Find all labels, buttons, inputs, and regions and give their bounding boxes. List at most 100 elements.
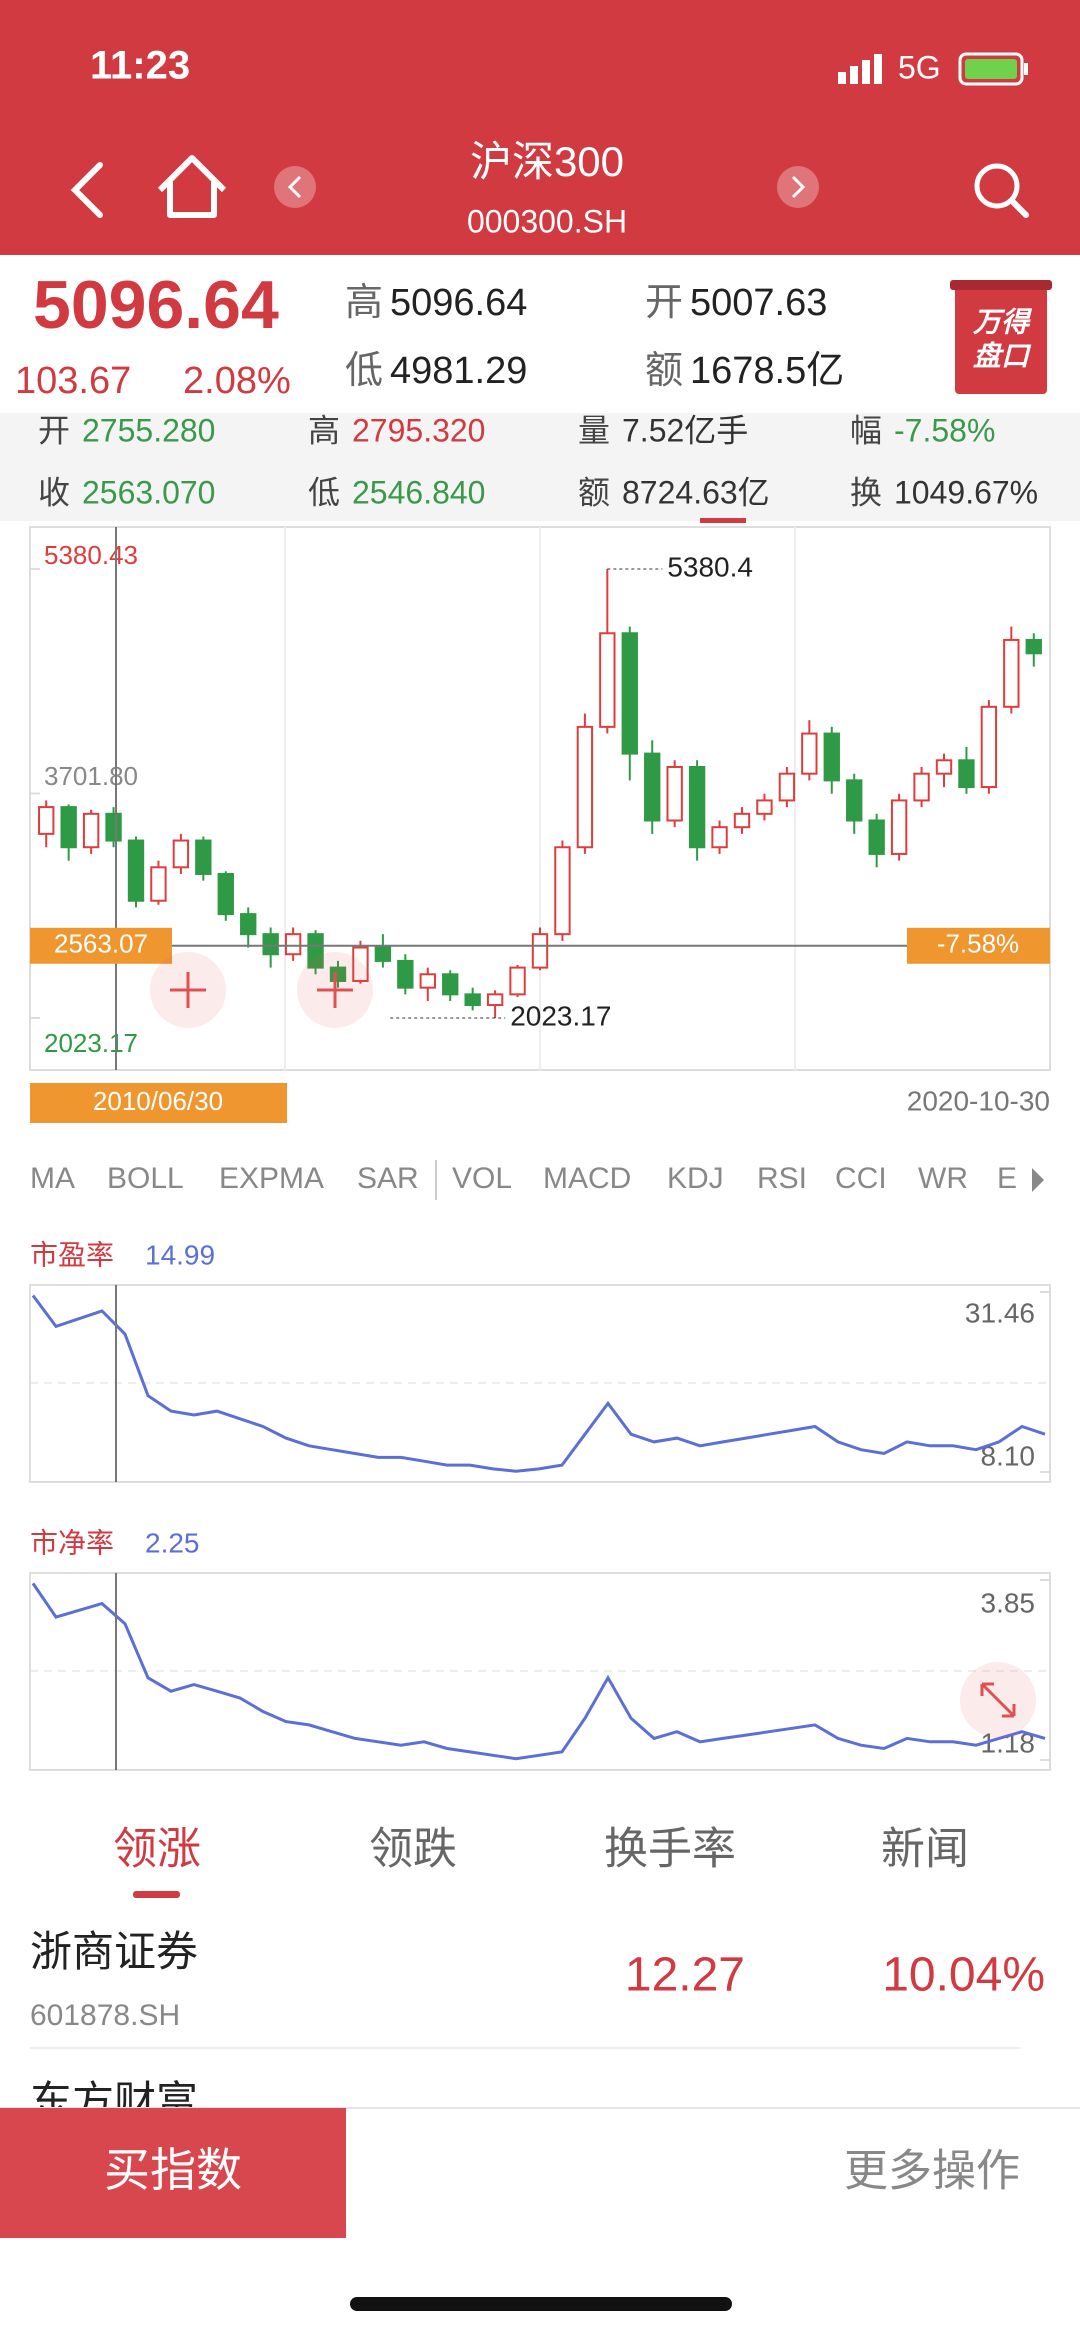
detail-label: 开 xyxy=(38,412,70,448)
next-button[interactable] xyxy=(777,166,819,208)
prev-button[interactable] xyxy=(274,166,316,208)
signal-icon xyxy=(838,54,882,84)
logo-text: 万得 xyxy=(972,306,1033,337)
ratio-line xyxy=(31,1582,1046,1761)
detail-label: 换 xyxy=(850,474,882,510)
candle-body xyxy=(868,819,885,855)
candle-body xyxy=(599,632,616,728)
indicator-tab[interactable]: E xyxy=(997,1162,1017,1195)
tab[interactable]: 新闻 xyxy=(881,1825,969,1874)
candle-body xyxy=(554,846,571,936)
battery-icon xyxy=(958,52,1028,86)
crosshair-value-box xyxy=(30,927,172,964)
candle-body xyxy=(307,933,324,969)
y-tick-label: 31.46 xyxy=(965,1297,1035,1328)
tab[interactable]: 领跌 xyxy=(369,1825,457,1874)
candle-body xyxy=(1003,638,1020,708)
more-button[interactable]: 更多操作 xyxy=(844,2147,1020,2196)
quote-label: 开 xyxy=(645,282,683,324)
ratio-title: 市净率 xyxy=(30,1527,114,1558)
candle-body xyxy=(778,772,796,802)
buy-label[interactable]: 买指数 xyxy=(104,2144,242,2196)
quote-value: 5096.64 xyxy=(390,282,527,324)
home-button[interactable] xyxy=(157,155,227,218)
candle-body xyxy=(82,812,100,849)
tabs: 领涨 领跌 换手率 新闻 xyxy=(113,1825,969,1874)
indicator-tab[interactable]: KDJ xyxy=(667,1162,724,1195)
candle-body xyxy=(935,759,953,775)
back-button[interactable] xyxy=(70,162,103,218)
header-code: 000300.SH xyxy=(467,203,627,239)
quote-label: 额 xyxy=(645,350,683,392)
candle-body xyxy=(105,812,122,842)
candle-body xyxy=(913,772,930,802)
candle-body xyxy=(531,933,549,969)
candle-body xyxy=(172,839,190,869)
candle-body xyxy=(442,973,459,996)
candle-body xyxy=(756,799,773,815)
indicator-tab[interactable]: SAR xyxy=(357,1162,419,1195)
indicator-tab[interactable]: BOLL xyxy=(107,1162,184,1195)
y-tick-label: 5380.43 xyxy=(44,540,138,570)
quote-value: 4981.29 xyxy=(390,350,527,392)
detail-label: 量 xyxy=(578,412,610,448)
home-indicator xyxy=(350,2297,732,2311)
logo-text: 盘口 xyxy=(973,340,1032,371)
candle-body xyxy=(397,959,414,989)
detail-indicator xyxy=(700,518,746,523)
chart-add-buttons[interactable] xyxy=(150,952,373,1028)
candle-body xyxy=(262,933,279,956)
indicator-tab[interactable]: EXPMA xyxy=(219,1162,324,1195)
logo-button[interactable]: 万得 盘口 xyxy=(950,280,1052,394)
candle-body xyxy=(666,765,683,822)
crosshair-date-box xyxy=(30,1083,287,1123)
detail-value: 7.52亿手 xyxy=(622,412,748,448)
candle-body xyxy=(711,826,728,849)
search-button[interactable] xyxy=(974,163,1029,218)
quote-price: 5096.64 xyxy=(33,267,279,343)
tab[interactable]: 换手率 xyxy=(604,1825,736,1874)
detail-value: 2546.840 xyxy=(352,474,485,510)
candlestick-chart: 5380.43 3701.80 2023.17 5380.4 2023.17 2563.0… xyxy=(30,527,1050,1123)
candle-body xyxy=(150,866,167,902)
indicator-tab[interactable]: MACD xyxy=(543,1162,631,1195)
y-tick-label: 3701.80 xyxy=(44,761,138,791)
indicator-tab[interactable]: RSI xyxy=(757,1162,807,1195)
quote-value: 1678.5亿 xyxy=(690,350,844,392)
candle-body xyxy=(374,946,392,962)
buy-button[interactable] xyxy=(0,2108,346,2238)
detail-value: 2563.070 xyxy=(82,474,215,510)
stock-code: 601878.SH xyxy=(30,1999,180,2032)
quote-change-pct: 2.08% xyxy=(183,360,291,402)
candle-body xyxy=(486,993,504,1007)
ratio-current: 14.99 xyxy=(145,1239,215,1270)
end-date: 2020-10-30 xyxy=(907,1085,1050,1116)
y-tick-label: 2023.17 xyxy=(44,1028,138,1058)
candle-body xyxy=(240,913,257,936)
stock-price: 12.27 xyxy=(625,1949,745,2002)
detail-label: 幅 xyxy=(850,412,882,448)
ratio-current: 2.25 xyxy=(145,1527,200,1558)
detail-label: 收 xyxy=(38,474,70,510)
tab[interactable]: 领涨 xyxy=(113,1825,201,1874)
indicator-tab[interactable]: MA xyxy=(30,1162,75,1195)
detail-value: 2795.320 xyxy=(352,412,485,448)
tab-underline xyxy=(133,1891,180,1898)
indicator-more[interactable] xyxy=(1032,1168,1044,1192)
min-label: 2023.17 xyxy=(510,1000,611,1031)
candle-body xyxy=(576,725,594,849)
ratio-title: 市盈率 xyxy=(30,1239,114,1270)
candle-body xyxy=(621,632,638,755)
stock-name[interactable]: 浙商证券 xyxy=(30,1928,198,1975)
indicator-tab[interactable]: WR xyxy=(918,1162,968,1195)
indicator-tab[interactable]: VOL xyxy=(452,1162,512,1195)
ratio-line xyxy=(31,1294,1046,1473)
quote-label: 低 xyxy=(345,350,383,392)
candle-body xyxy=(980,705,998,789)
indicator-tab[interactable]: CCI xyxy=(835,1162,887,1195)
candle-body xyxy=(127,839,145,902)
y-tick-label: 3.85 xyxy=(981,1587,1036,1618)
expand-button[interactable] xyxy=(960,1662,1036,1738)
